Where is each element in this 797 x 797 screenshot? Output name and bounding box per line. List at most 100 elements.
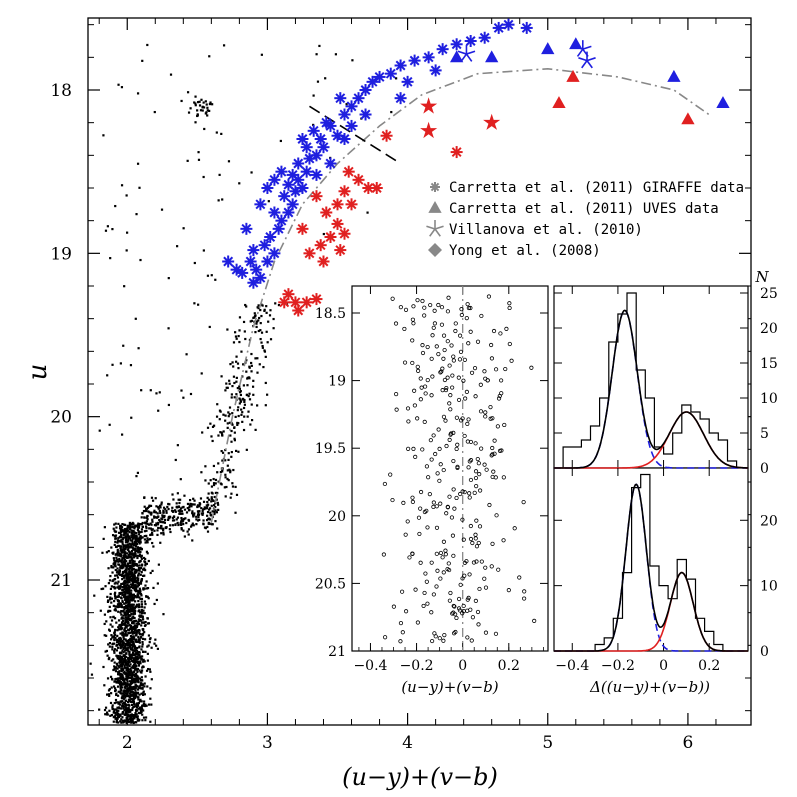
second_gen-asterisk-point [300,296,313,309]
star-dot [137,530,140,533]
inset-star-point [445,309,451,314]
star-dot [128,570,131,573]
star-dot [128,590,131,594]
star-dot [104,713,107,716]
star-dot [129,691,132,694]
star-dot [124,659,127,662]
star-dot [127,597,130,600]
first_gen-asterisk-point [286,168,299,181]
star-dot [115,638,119,642]
star-dot [120,628,123,631]
star-dot [224,459,227,462]
star-dot [124,621,127,625]
star-dot [219,431,222,434]
star-dot [135,569,138,572]
star-dot [214,478,218,482]
star-dot [108,694,111,697]
star-dot [129,604,132,608]
star-dot [236,362,240,365]
star-dot [114,574,117,577]
star-dot [145,595,148,598]
star-dot [209,422,212,425]
star-dot [115,571,119,574]
star-dot [93,594,96,597]
star-dot [160,527,163,530]
inset-star-point [437,478,442,483]
star-dot [110,686,113,689]
inset-star-point [460,611,465,616]
star-dot [130,678,134,681]
inset-star-point [467,491,472,496]
star-dot [117,626,120,629]
star-dot [192,515,195,518]
star-dot [161,514,164,517]
star-dot [240,408,243,411]
star-dot [148,511,151,514]
star-dot [117,595,121,598]
star-dot [118,603,122,606]
star-dot [142,556,146,560]
star-dot [134,672,138,676]
star-dot [112,710,116,713]
star-dot [124,672,127,675]
star-dot [196,109,199,112]
star-dot [133,527,136,530]
star-dot [131,576,135,579]
star-dot [228,382,231,385]
star-dot [141,693,145,697]
star-dot [119,565,122,568]
inset-star-point [428,438,433,443]
star-dot [131,586,135,589]
star-dot [110,585,113,588]
star-dot [206,496,209,499]
inset-star-point [482,462,487,467]
star-dot [142,704,145,707]
star-dot [191,512,194,515]
star-dot [126,689,129,692]
star-dot [121,557,124,560]
star-dot [188,498,192,502]
star-dot [130,631,133,634]
star-dot [128,642,131,645]
star-dot [111,636,114,639]
star-dot [193,499,196,502]
legend-marker-diamond [428,243,442,257]
star-dot [213,512,216,516]
star-dot [169,524,172,527]
star-dot [193,261,196,265]
histogram-lower-frame [553,467,749,652]
star-dot [118,701,121,704]
star-dot [129,658,133,661]
star-dot [137,610,140,613]
star-dot [90,673,94,676]
star-dot [130,592,133,595]
histogram-y-tick-label: 10 [760,579,778,595]
star-dot [136,539,139,543]
star-dot [104,706,108,709]
star-dot [118,552,121,555]
star-dot [157,409,160,412]
inset-star-point [447,363,452,368]
star-dot [134,691,138,694]
star-dot [130,629,134,632]
star-dot [127,714,131,718]
star-dot [110,692,113,695]
star-dot [187,111,191,114]
second_gen-asterisk-point [303,247,316,260]
star-dot [149,504,153,507]
inset-star-point [465,635,470,640]
star-dot [242,363,245,366]
star-dot [134,570,137,573]
inset-star-point [450,385,455,390]
star-dot [120,718,123,721]
star-dot [131,582,135,585]
star-dot [220,431,223,434]
star-dot [151,499,155,502]
star-dot [136,471,140,474]
inset-y-tick-label: 20.5 [315,576,346,592]
star-dot [237,406,240,409]
star-dot [142,690,145,693]
star-dot [130,703,134,706]
second_gen-asterisk-point [278,296,291,309]
first_gen-star-point [457,45,476,62]
